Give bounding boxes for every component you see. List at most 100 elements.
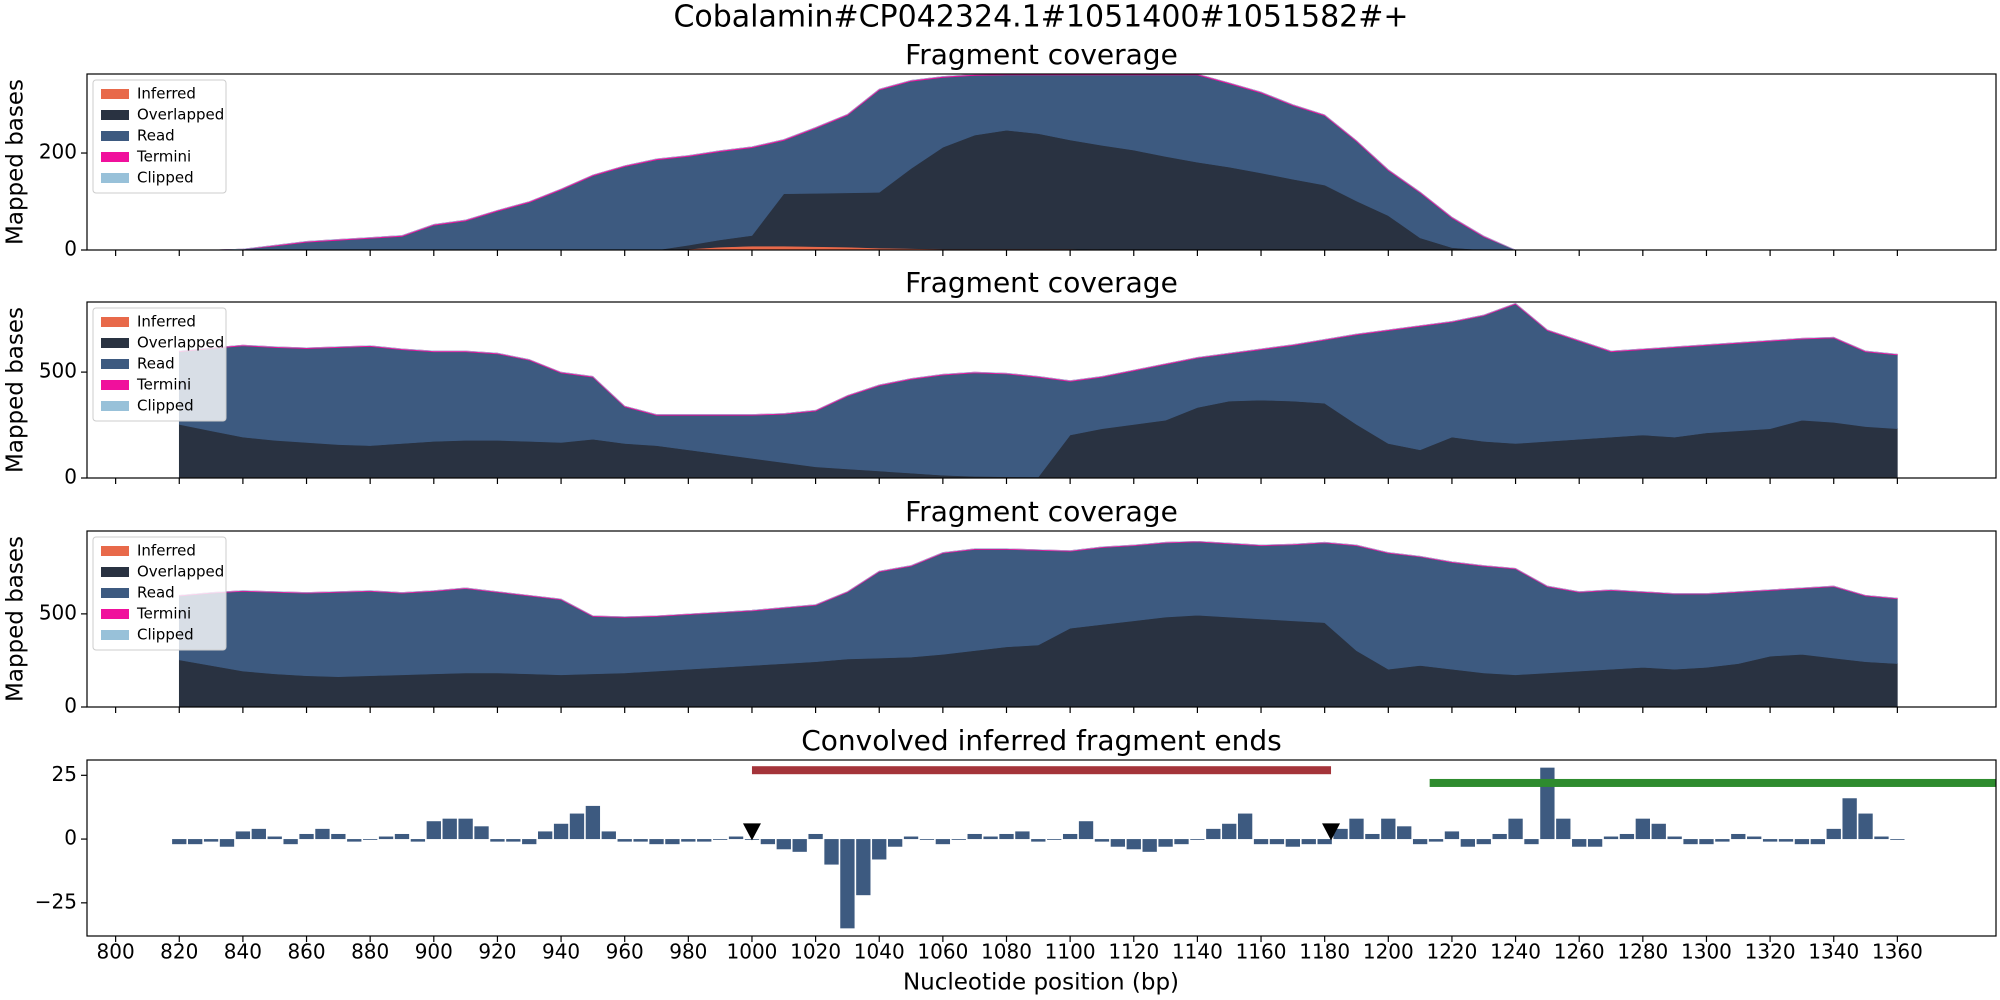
bar [474, 826, 489, 840]
bar [617, 839, 632, 842]
bar [394, 833, 410, 840]
bar [1460, 839, 1476, 847]
bar [1142, 839, 1157, 852]
legend-swatch [101, 152, 129, 162]
legend-swatch [101, 567, 129, 577]
region-bar [751, 766, 1332, 775]
bar [840, 839, 855, 929]
legend-swatch [101, 609, 129, 619]
bar [458, 818, 473, 840]
legend-label: Clipped [137, 397, 194, 415]
bar [1651, 823, 1666, 840]
x-tick-label: 840 [224, 940, 262, 964]
x-tick-label: 820 [160, 940, 198, 964]
bar [903, 836, 919, 840]
legend-swatch [101, 380, 129, 390]
bar [1253, 839, 1269, 845]
bar [1301, 839, 1316, 845]
bar [1285, 839, 1301, 847]
y-tick-label: 0 [64, 237, 77, 261]
bar [649, 839, 664, 845]
bar [1810, 839, 1825, 845]
legend-swatch [101, 110, 129, 120]
bar [1540, 767, 1555, 840]
x-tick-label: 940 [542, 940, 580, 964]
bar [633, 839, 648, 842]
bar [315, 828, 330, 840]
legend-label: Clipped [137, 169, 194, 187]
y-axis-label: Mapped bases [3, 307, 29, 473]
bar [951, 839, 966, 840]
bar [1317, 839, 1332, 845]
bar [1222, 823, 1237, 840]
bar [1078, 821, 1094, 840]
bar [1794, 839, 1810, 845]
y-tick-label: 0 [64, 465, 77, 489]
bar [760, 839, 776, 845]
legend-label: Termini [136, 376, 191, 394]
plot-area [179, 74, 1898, 250]
bar [665, 839, 680, 845]
bar [1699, 839, 1714, 845]
axes-frame [86, 530, 1997, 708]
legend-label: Inferred [137, 85, 196, 103]
legend-swatch [101, 630, 129, 640]
x-tick-label: 1120 [1108, 940, 1159, 964]
bar [1890, 839, 1905, 840]
bar [283, 839, 298, 845]
bar [1492, 833, 1507, 840]
x-tick-label: 980 [669, 940, 707, 964]
x-tick-label: 1020 [790, 940, 841, 964]
bar [1826, 828, 1841, 840]
bar [1747, 836, 1762, 840]
bar [1237, 813, 1253, 840]
legend-swatch [101, 131, 129, 141]
bar [1556, 818, 1571, 840]
bar [538, 831, 553, 840]
legend-swatch [101, 338, 129, 348]
bar [1126, 839, 1141, 850]
x-tick-label: 1100 [1045, 940, 1096, 964]
bar [1365, 833, 1380, 840]
bar [1619, 833, 1635, 840]
bar [1428, 839, 1444, 842]
bar [1015, 831, 1030, 840]
bar [792, 839, 807, 852]
bar [1715, 839, 1730, 842]
bar [1031, 839, 1046, 842]
region-bar [1429, 778, 1996, 787]
legend-label: Overlapped [137, 563, 224, 581]
bar [1762, 839, 1778, 842]
bar [1842, 798, 1857, 840]
x-tick-label: 1240 [1490, 940, 1541, 964]
bar [935, 839, 951, 845]
x-tick-label: 1340 [1808, 940, 1859, 964]
bar [1412, 839, 1428, 845]
bar [553, 823, 569, 840]
x-tick-label: 1260 [1554, 940, 1605, 964]
x-tick-label: 1360 [1872, 940, 1923, 964]
axes-frame [86, 759, 1997, 937]
bar [219, 839, 235, 847]
bar [1476, 839, 1491, 845]
legend-swatch [101, 359, 129, 369]
y-tick-label: 500 [39, 600, 77, 624]
bar [1858, 813, 1873, 840]
y-tick-label: 200 [39, 140, 77, 164]
marker [742, 823, 761, 841]
legend-label: Overlapped [137, 106, 224, 124]
legend-label: Read [137, 355, 175, 373]
area-4 [179, 74, 1898, 250]
x-tick-label: 1320 [1745, 940, 1796, 964]
plot-area [178, 302, 1898, 478]
bar [299, 833, 314, 840]
panel-title: Fragment coverage [905, 38, 1178, 71]
bar [1778, 839, 1794, 842]
axes-frame [86, 73, 1997, 251]
legend-label: Overlapped [137, 334, 224, 352]
bar [712, 839, 728, 840]
x-tick-label: 1140 [1172, 940, 1223, 964]
x-tick-label: 1180 [1299, 940, 1350, 964]
legend-label: Read [137, 127, 175, 145]
